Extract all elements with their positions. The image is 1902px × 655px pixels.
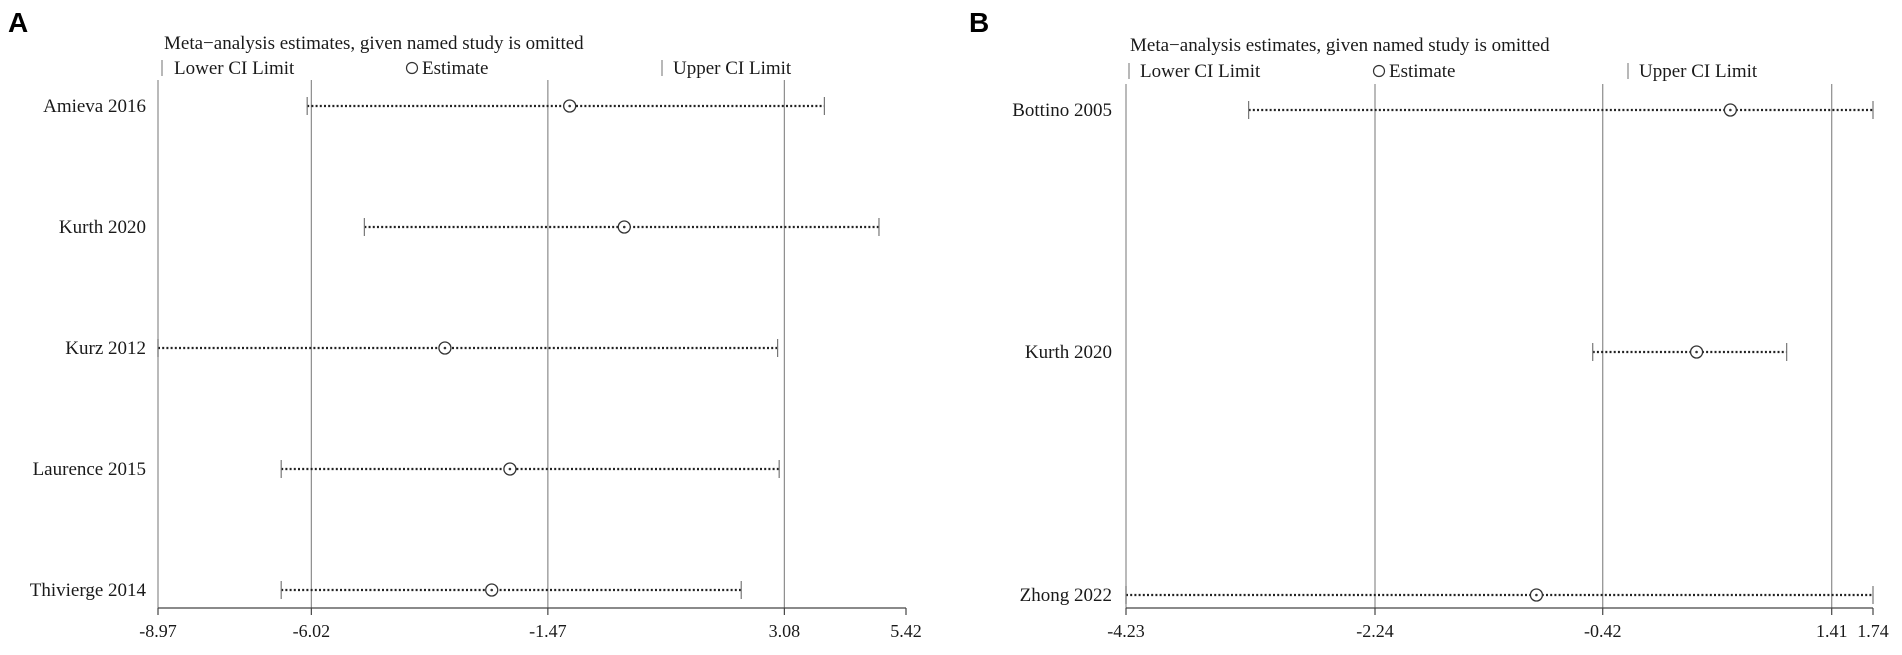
legend-estimate-marker bbox=[405, 61, 419, 75]
panel-a-legend: Lower CI Limit Estimate Upper CI Limit bbox=[161, 58, 792, 79]
study-row: Kurth 2020 bbox=[59, 217, 880, 238]
estimate-point-center bbox=[622, 225, 626, 229]
estimate-point-center bbox=[1729, 108, 1732, 112]
study-label: Kurz 2012 bbox=[65, 338, 146, 359]
study-label: Bottino 2005 bbox=[1012, 100, 1112, 121]
legend-estimate-label: Estimate bbox=[422, 58, 488, 79]
x-tick-label: -1.47 bbox=[529, 621, 567, 641]
study-label: Thivierge 2014 bbox=[30, 580, 147, 601]
estimate-point-center bbox=[1535, 593, 1538, 597]
study-label: Kurth 2020 bbox=[59, 217, 146, 238]
x-tick-label: 1.41 bbox=[1816, 621, 1848, 641]
panel-a-plot-area: -8.97 -6.02 -1.47 3.08 5.42 Amieva 2016 Kurth … bbox=[30, 80, 922, 641]
panel-b-letter: B bbox=[969, 7, 989, 38]
estimate-point-center bbox=[443, 346, 447, 350]
panel-a-letter: A bbox=[8, 7, 28, 38]
panel-a: A Meta−analysis estimates, given named s… bbox=[8, 7, 922, 641]
study-row: Laurence 2015 bbox=[33, 459, 780, 480]
legend-estimate-label: Estimate bbox=[1389, 61, 1455, 82]
estimate-point-center bbox=[508, 467, 512, 471]
legend-lower-label: Lower CI Limit bbox=[174, 58, 295, 79]
legend-estimate-marker bbox=[1372, 64, 1386, 78]
panel-b-plot-area: -4.23 -2.24 -0.42 1.41 1.74 Bottino 2005 Kurth… bbox=[1012, 84, 1889, 641]
panel-b-title: Meta−analysis estimates, given named stu… bbox=[1130, 35, 1550, 56]
estimate-point-center bbox=[568, 104, 571, 108]
estimate-point-center bbox=[1695, 350, 1698, 354]
x-tick-label: -2.24 bbox=[1356, 621, 1394, 641]
panel-a-title: Meta−analysis estimates, given named stu… bbox=[164, 33, 584, 54]
x-tick-label: -0.42 bbox=[1584, 621, 1622, 641]
study-label: Laurence 2015 bbox=[33, 459, 146, 480]
legend-upper-label: Upper CI Limit bbox=[1639, 61, 1758, 82]
study-row: Zhong 2022 bbox=[1020, 585, 1874, 606]
study-label: Zhong 2022 bbox=[1020, 585, 1112, 606]
x-tick-label: 5.42 bbox=[890, 621, 922, 641]
panel-b: B Meta−analysis estimates, given named s… bbox=[969, 7, 1889, 641]
study-label: Amieva 2016 bbox=[43, 96, 146, 117]
legend-upper-label: Upper CI Limit bbox=[673, 58, 792, 79]
study-row: Kurth 2020 bbox=[1025, 342, 1788, 363]
study-row: Amieva 2016 bbox=[43, 96, 825, 117]
x-tick-label: -8.97 bbox=[139, 621, 177, 641]
study-row: Bottino 2005 bbox=[1012, 100, 1874, 121]
x-tick-label: 1.74 bbox=[1857, 621, 1889, 641]
study-row: Kurz 2012 bbox=[65, 338, 779, 359]
x-tick-label: -6.02 bbox=[293, 621, 331, 641]
study-row: Thivierge 2014 bbox=[30, 580, 742, 601]
panel-b-legend: Lower CI Limit Estimate Upper CI Limit bbox=[1128, 61, 1758, 82]
x-tick-label: -4.23 bbox=[1107, 621, 1145, 641]
estimate-point-center bbox=[490, 588, 494, 592]
legend-lower-label: Lower CI Limit bbox=[1140, 61, 1261, 82]
study-label: Kurth 2020 bbox=[1025, 342, 1112, 363]
x-tick-label: 3.08 bbox=[769, 621, 801, 641]
